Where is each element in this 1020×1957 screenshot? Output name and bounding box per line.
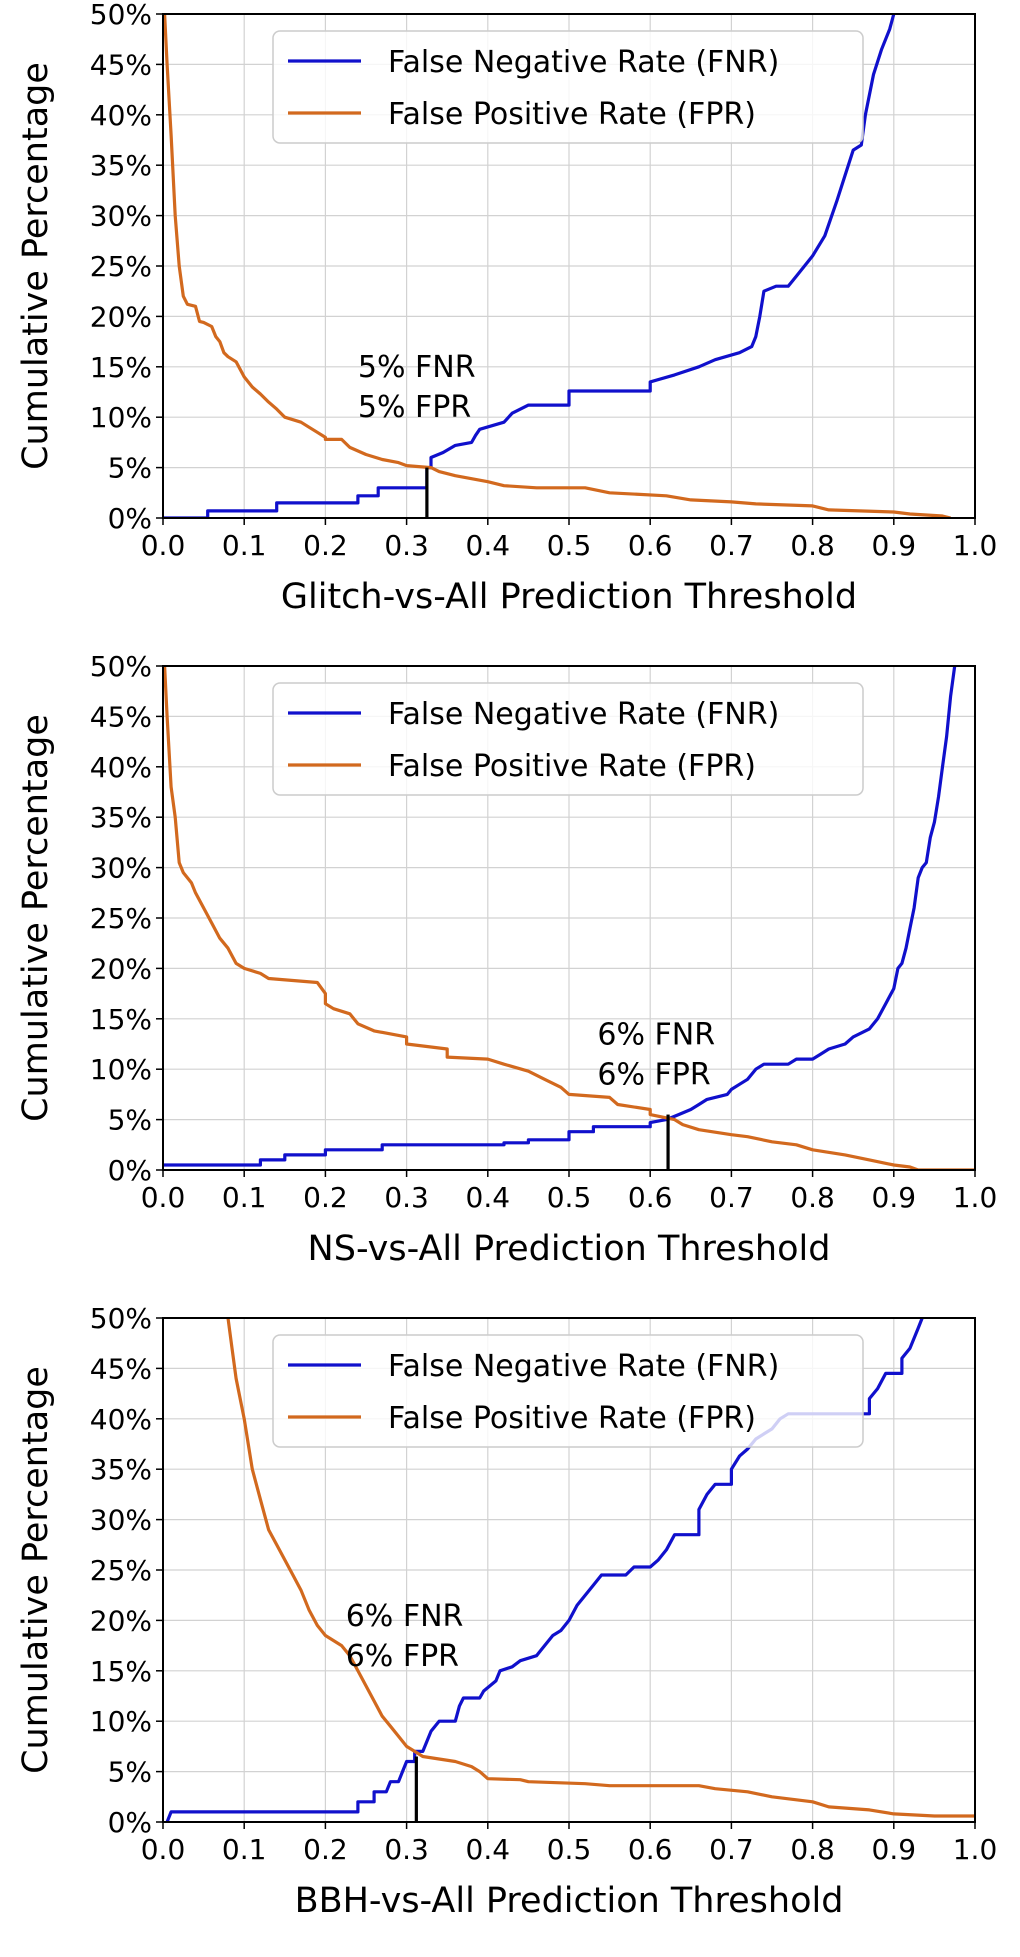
annotation-fpr: 5% FPR (358, 390, 471, 425)
x-tick-label: 0.7 (709, 1833, 754, 1866)
y-tick-label: 20% (90, 952, 152, 985)
y-tick-label: 25% (90, 1554, 152, 1587)
annotation-fnr: 5% FNR (358, 350, 476, 385)
x-tick-label: 0.2 (303, 1181, 348, 1214)
y-tick-label: 50% (90, 1304, 152, 1335)
y-tick-label: 35% (90, 1453, 152, 1486)
x-tick-label: 0.9 (872, 1181, 917, 1214)
x-tick-label: 0.2 (303, 529, 348, 562)
legend-box (272, 1334, 864, 1448)
y-tick-label: 0% (108, 1154, 152, 1187)
x-tick-label: 0.9 (872, 529, 917, 562)
fpr-series-line (226, 1318, 975, 1818)
y-tick-label: 45% (90, 48, 152, 81)
x-tick-label: 0.2 (303, 1833, 348, 1866)
x-tick-label: 0.8 (790, 1833, 835, 1866)
y-tick-label: 40% (90, 1403, 152, 1436)
y-tick-label: 40% (90, 751, 152, 784)
x-tick-label: 1.0 (953, 1181, 998, 1214)
y-tick-label: 50% (90, 652, 152, 683)
x-tick-label: 0.1 (222, 529, 267, 562)
x-tick-label: 0.0 (141, 1181, 186, 1214)
x-tick-label: 0.0 (141, 529, 186, 562)
x-tick-label: 0.3 (384, 1181, 429, 1214)
y-tick-label: 10% (90, 1053, 152, 1086)
y-tick-label: 10% (90, 401, 152, 434)
y-tick-label: 5% (108, 452, 152, 485)
x-tick-label: 0.3 (384, 529, 429, 562)
x-tick-label: 0.5 (547, 1181, 592, 1214)
x-tick-label: 0.8 (790, 1181, 835, 1214)
y-tick-label: 20% (90, 1604, 152, 1637)
legend-box (272, 682, 864, 796)
x-tick-label: 1.0 (953, 1833, 998, 1866)
x-tick-label: 0.9 (872, 1833, 917, 1866)
chart-glitch-vs-all: 0.0 0.1 0.2 0.3 0.4 0.5 0.6 0.7 0.8 0.9 1.0 0% 5% 10%… (16, 0, 998, 617)
y-tick-label: 30% (90, 1504, 152, 1537)
x-tick-label: 0.1 (222, 1833, 267, 1866)
y-tick-label: 25% (90, 902, 152, 935)
legend-fpr-label: False Positive Rate (FPR) (388, 749, 756, 784)
legend-fnr-label: False Negative Rate (FNR) (388, 697, 779, 732)
plot-frame (162, 665, 976, 1171)
x-tick-label: 0.8 (790, 529, 835, 562)
x-tick-label: 0.4 (466, 1181, 511, 1214)
y-tick-label: 30% (90, 852, 152, 885)
fpr-series-line (163, 14, 951, 518)
y-tick-label: 0% (108, 502, 152, 535)
y-tick-label: 50% (90, 0, 152, 31)
fnr-series-line (163, 666, 957, 1167)
x-axis-label: BBH-vs-All Prediction Threshold (295, 1881, 844, 1921)
y-tick-label: 45% (90, 700, 152, 733)
x-tick-label: 0.7 (709, 1181, 754, 1214)
x-tick-label: 0.1 (222, 1181, 267, 1214)
x-axis-label: Glitch-vs-All Prediction Threshold (281, 577, 857, 617)
fnr-series-line (163, 14, 896, 518)
plot-frame (162, 13, 976, 519)
x-tick-label: 0.3 (384, 1833, 429, 1866)
y-axis-label: Cumulative Percentage (16, 1366, 56, 1774)
legend-fnr-label: False Negative Rate (FNR) (388, 1349, 779, 1384)
x-tick-label: 0.4 (466, 1833, 511, 1866)
x-tick-label: 0.5 (547, 1833, 592, 1866)
y-tick-label: 5% (108, 1104, 152, 1137)
y-tick-label: 15% (90, 1655, 152, 1688)
chart-bbh-vs-all: 0.0 0.1 0.2 0.3 0.4 0.5 0.6 0.7 0.8 0.9 1.0 0% 5% 10%… (16, 1304, 998, 1921)
y-tick-label: 15% (90, 351, 152, 384)
y-tick-label: 20% (90, 300, 152, 333)
y-tick-label: 15% (90, 1003, 152, 1036)
x-tick-label: 0.0 (141, 1833, 186, 1866)
annotation-fpr: 6% FPR (346, 1639, 459, 1674)
y-tick-label: 30% (90, 200, 152, 233)
x-tick-label: 0.6 (628, 1181, 673, 1214)
x-tick-label: 0.4 (466, 529, 511, 562)
fpr-series-line (163, 666, 975, 1170)
x-tick-label: 0.7 (709, 529, 754, 562)
y-axis-label: Cumulative Percentage (16, 714, 56, 1122)
x-tick-label: 0.6 (628, 1833, 673, 1866)
legend-fpr-label: False Positive Rate (FPR) (388, 97, 756, 132)
y-tick-label: 5% (108, 1756, 152, 1789)
legend-fpr-label: False Positive Rate (FPR) (388, 1401, 756, 1436)
legend-fnr-label: False Negative Rate (FNR) (388, 45, 779, 80)
x-tick-label: 0.5 (547, 529, 592, 562)
chart-ns-vs-all: 0.0 0.1 0.2 0.3 0.4 0.5 0.6 0.7 0.8 0.9 1.0 0% 5% 10%… (16, 652, 998, 1269)
x-axis-label: NS-vs-All Prediction Threshold (308, 1229, 831, 1269)
y-tick-label: 25% (90, 250, 152, 283)
x-tick-label: 1.0 (953, 529, 998, 562)
annotation-fnr: 6% FNR (346, 1599, 464, 1634)
legend-box (272, 30, 864, 144)
y-tick-label: 10% (90, 1705, 152, 1738)
y-tick-label: 40% (90, 99, 152, 132)
y-tick-label: 35% (90, 801, 152, 834)
y-axis-label: Cumulative Percentage (16, 62, 56, 470)
y-tick-label: 35% (90, 149, 152, 182)
y-tick-label: 0% (108, 1806, 152, 1839)
x-tick-label: 0.6 (628, 529, 673, 562)
annotation-fpr: 6% FPR (597, 1057, 710, 1092)
plot-frame (162, 1317, 976, 1823)
annotation-fnr: 6% FNR (597, 1017, 715, 1052)
y-tick-label: 45% (90, 1352, 152, 1385)
